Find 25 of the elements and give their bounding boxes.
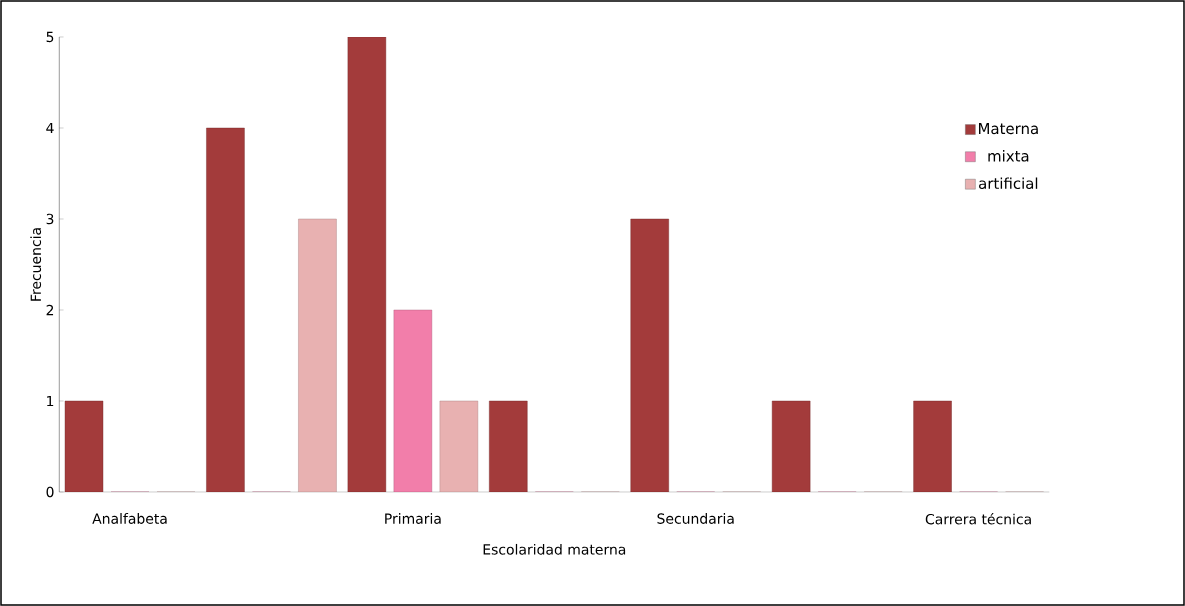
bar [771,400,811,492]
y-tick-label: 1 [47,395,54,407]
bar [913,400,952,492]
y-tick-label: 5 [46,31,54,43]
x-tick-label: Analfabeta [92,513,167,524]
bar [489,400,528,492]
bar [439,400,479,492]
x-tick-label: Primaria [385,513,441,524]
y-tick-label: 2 [46,304,54,316]
legend-label: Materna [979,123,1038,135]
y-axis-title: Frecuencia [30,228,42,301]
bar [630,218,669,492]
y-tick-label: 0 [46,486,54,498]
bar [64,400,104,492]
y-tick-label: 4 [46,122,54,134]
bar [298,218,337,492]
x-axis-title: Escolaridad materna [483,543,626,555]
legend-label: artificial [979,177,1038,190]
x-tick-label: Secundaria [657,513,734,524]
y-tick-label: 3 [46,213,54,225]
bar [206,127,245,492]
x-tick-label: Carrera técnica [925,513,1031,525]
bar [347,36,387,492]
legend-label: mixta [988,150,1029,162]
bar [393,309,433,492]
